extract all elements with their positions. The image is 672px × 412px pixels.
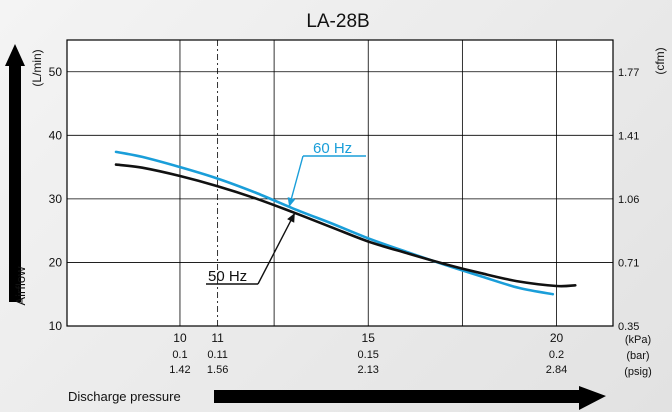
plot-area: [66, 39, 614, 327]
pressure-arrow-head: [579, 386, 606, 410]
series-label-50-hz: 50 Hz: [208, 268, 247, 285]
x-tick-label-kpa: 15: [362, 331, 376, 345]
x-tick-label-kpa: 11: [211, 331, 224, 345]
x-unit-label: (kPa): [625, 334, 651, 346]
series-line-50-hz: [114, 163, 577, 288]
x-tick-label-kpa: 20: [550, 331, 564, 345]
x-tick-label-bar: 0.1: [172, 349, 187, 361]
x-tick-label-psig: 1.56: [207, 364, 228, 376]
airflow-arrow-shaft: [9, 60, 21, 302]
ticks-layer: 10 20 30 40 50 0.35 0.71 1.06 1.41 1.77 10 0.1 1.42 1…: [49, 65, 652, 378]
series-label-60-hz: 60 Hz: [313, 140, 352, 157]
x-tick-label-bar: 0.15: [358, 349, 379, 361]
right-unit-label: (cfm): [653, 47, 667, 74]
x-tick-label-psig: 1.42: [169, 364, 190, 376]
right-tick-label: 0.71: [618, 257, 639, 269]
right-tick-label: 0.35: [618, 321, 639, 333]
y-tick-label: 10: [49, 319, 63, 333]
callout-arrowhead-60-hz: [287, 197, 296, 207]
right-tick-label: 1.06: [618, 194, 639, 206]
callout-leader-50-hz: [257, 212, 296, 285]
grid: [67, 40, 613, 326]
callout-arrowhead-50-hz: [287, 212, 295, 223]
x-tick-label-psig: 2.13: [358, 364, 379, 376]
right-tick-label: 1.77: [618, 67, 639, 79]
y-tick-label: 20: [49, 255, 63, 269]
x-axis-title: Discharge pressure: [68, 389, 181, 404]
left-unit-label: (L/min): [30, 49, 44, 86]
y-tick-label: 40: [49, 128, 63, 142]
y-tick-label: 30: [49, 192, 63, 206]
y-axis-title: Airflow: [13, 266, 28, 306]
x-tick-label-bar: 0.2: [549, 349, 564, 361]
right-tick-label: 1.41: [618, 130, 639, 142]
x-unit-label: (bar): [626, 350, 649, 362]
y-tick-label: 50: [49, 65, 63, 79]
x-tick-label-kpa: 10: [173, 331, 187, 345]
x-unit-label: (psig): [624, 366, 652, 378]
x-tick-label-psig: 2.84: [546, 364, 567, 376]
series-layer: 60 Hz 50 Hz: [114, 140, 577, 296]
chart-title: LA-28B: [306, 11, 369, 32]
pressure-arrow-shaft: [214, 390, 585, 403]
series-line-60-hz: [114, 150, 555, 296]
airflow-arrow-head: [5, 44, 25, 66]
x-tick-label-bar: 0.11: [207, 349, 228, 361]
